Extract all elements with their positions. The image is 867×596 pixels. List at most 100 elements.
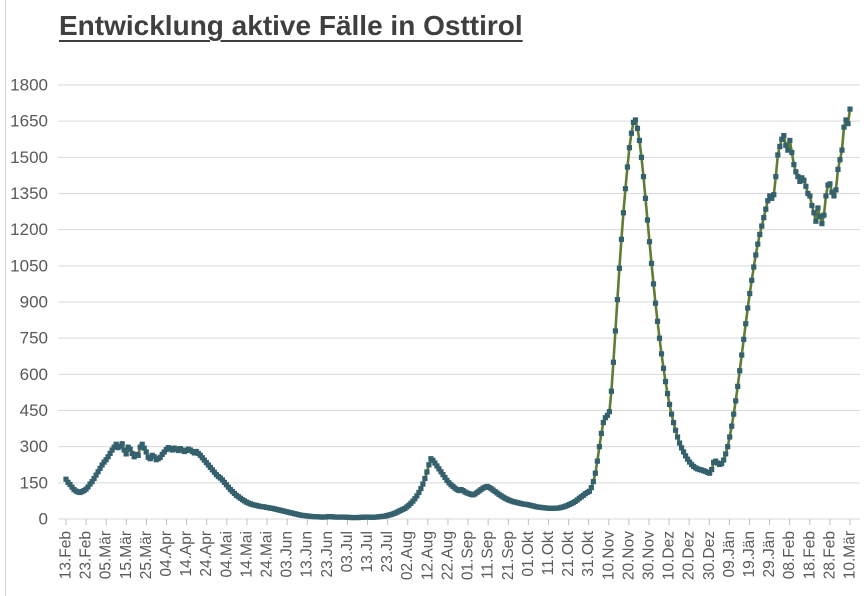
x-tick-label: 13.Jun [299, 531, 316, 578]
y-tick-label: 1500 [10, 148, 48, 167]
data-point-marker [426, 462, 432, 468]
x-tick-label: 30.Dez [701, 531, 718, 580]
data-point-marker [139, 441, 145, 447]
x-tick-label: 05.Mär [98, 531, 115, 579]
data-point-marker [616, 265, 623, 271]
y-tick-label: 450 [20, 401, 48, 420]
x-tick-label: 21.Okt [560, 530, 577, 576]
data-point-marker [841, 124, 847, 130]
data-point-marker [749, 277, 755, 283]
chart-title: Entwicklung aktive Fälle in Osttirol [59, 10, 523, 41]
data-point-marker [430, 457, 436, 464]
data-point-marker [141, 445, 147, 451]
data-point-marker [777, 143, 783, 150]
data-point-marker [628, 130, 635, 136]
data-point-marker [819, 221, 825, 227]
y-tick-label: 1050 [10, 256, 48, 275]
data-point-marker [833, 187, 839, 193]
data-point-marker [668, 411, 675, 417]
data-point-marker [656, 335, 663, 341]
data-point-marker [741, 336, 747, 342]
data-point-marker [654, 318, 661, 324]
data-point-marker [707, 470, 713, 476]
data-point-marker [129, 450, 135, 457]
data-point-marker [791, 161, 797, 168]
data-point-marker [590, 479, 596, 485]
data-point-marker [727, 434, 733, 440]
x-tick-label: 19.Jän [741, 531, 758, 578]
data-point-marker [634, 125, 641, 131]
data-point-marker [815, 205, 821, 211]
data-point-marker [588, 485, 594, 491]
data-point-marker [644, 217, 651, 223]
data-point-marker [755, 241, 761, 247]
y-tick-label: 150 [20, 473, 48, 492]
data-point-marker [592, 470, 598, 476]
data-point-marker [733, 398, 739, 404]
x-tick-label: 13.Feb [58, 531, 75, 579]
data-point-marker [604, 412, 610, 418]
data-point-marker [753, 252, 759, 258]
x-tick-label: 23.Feb [78, 531, 95, 579]
data-point-marker [769, 195, 775, 201]
data-point-marker [598, 430, 604, 437]
y-tick-label: 0 [39, 510, 48, 529]
data-point-marker [143, 449, 149, 455]
data-point-marker [432, 460, 438, 466]
x-tick-label: 28.Feb [821, 531, 838, 579]
y-tick-label: 1350 [10, 184, 48, 203]
data-point-marker [618, 236, 625, 242]
x-tick-label: 24.Apr [198, 531, 215, 577]
data-point-marker [723, 451, 729, 457]
data-point-marker [847, 106, 853, 112]
data-point-marker [787, 137, 793, 144]
data-point-marker [771, 192, 777, 198]
x-tick-label: 20.Dez [681, 531, 698, 580]
data-point-marker [751, 264, 757, 270]
data-point-marker [735, 383, 741, 389]
data-point-marker [783, 142, 789, 148]
x-tick-label: 08.Feb [781, 531, 798, 579]
data-point-marker [123, 451, 129, 457]
y-tick-label: 750 [20, 329, 48, 348]
x-tick-label: 11.Sep [480, 531, 497, 579]
data-point-marker [747, 290, 753, 297]
data-point-marker [719, 460, 725, 467]
data-point-marker [420, 481, 426, 487]
data-point-marker [436, 466, 442, 472]
data-point-marker [811, 210, 817, 216]
data-point-marker [103, 457, 109, 463]
x-tick-label: 25.Mär [138, 531, 155, 579]
data-point-marker [109, 447, 115, 453]
data-point-marker [757, 231, 763, 238]
data-point-marker [660, 365, 667, 371]
data-point-marker [729, 423, 735, 429]
x-tick-label: 10.Mär [842, 531, 859, 579]
data-point-marker [442, 474, 448, 481]
data-point-marker [594, 458, 600, 464]
data-point-marker [670, 419, 677, 426]
data-point-marker [664, 391, 671, 397]
data-point-marker [817, 213, 823, 220]
y-tick-label: 1800 [10, 76, 48, 95]
y-tick-label: 900 [20, 293, 48, 312]
data-point-marker [745, 305, 751, 311]
data-point-marker [418, 486, 424, 492]
x-tick-label: 30.Nov [640, 531, 657, 580]
data-point-marker [761, 215, 767, 221]
data-point-marker [638, 154, 645, 160]
data-point-marker [586, 488, 592, 494]
data-point-marker [624, 164, 631, 170]
x-tick-label: 14.Apr [178, 531, 195, 577]
data-point-marker [121, 447, 127, 453]
data-point-marker [97, 465, 103, 471]
data-point-marker [632, 117, 639, 123]
data-point-marker [440, 472, 446, 478]
data-point-marker [725, 444, 731, 450]
series-line [64, 108, 852, 519]
x-tick-label: 13.Jul [359, 531, 376, 572]
data-point-marker [89, 479, 95, 485]
data-point-marker [646, 239, 653, 245]
data-point-marker [827, 181, 833, 187]
x-tick-label: 04.Apr [158, 531, 175, 577]
